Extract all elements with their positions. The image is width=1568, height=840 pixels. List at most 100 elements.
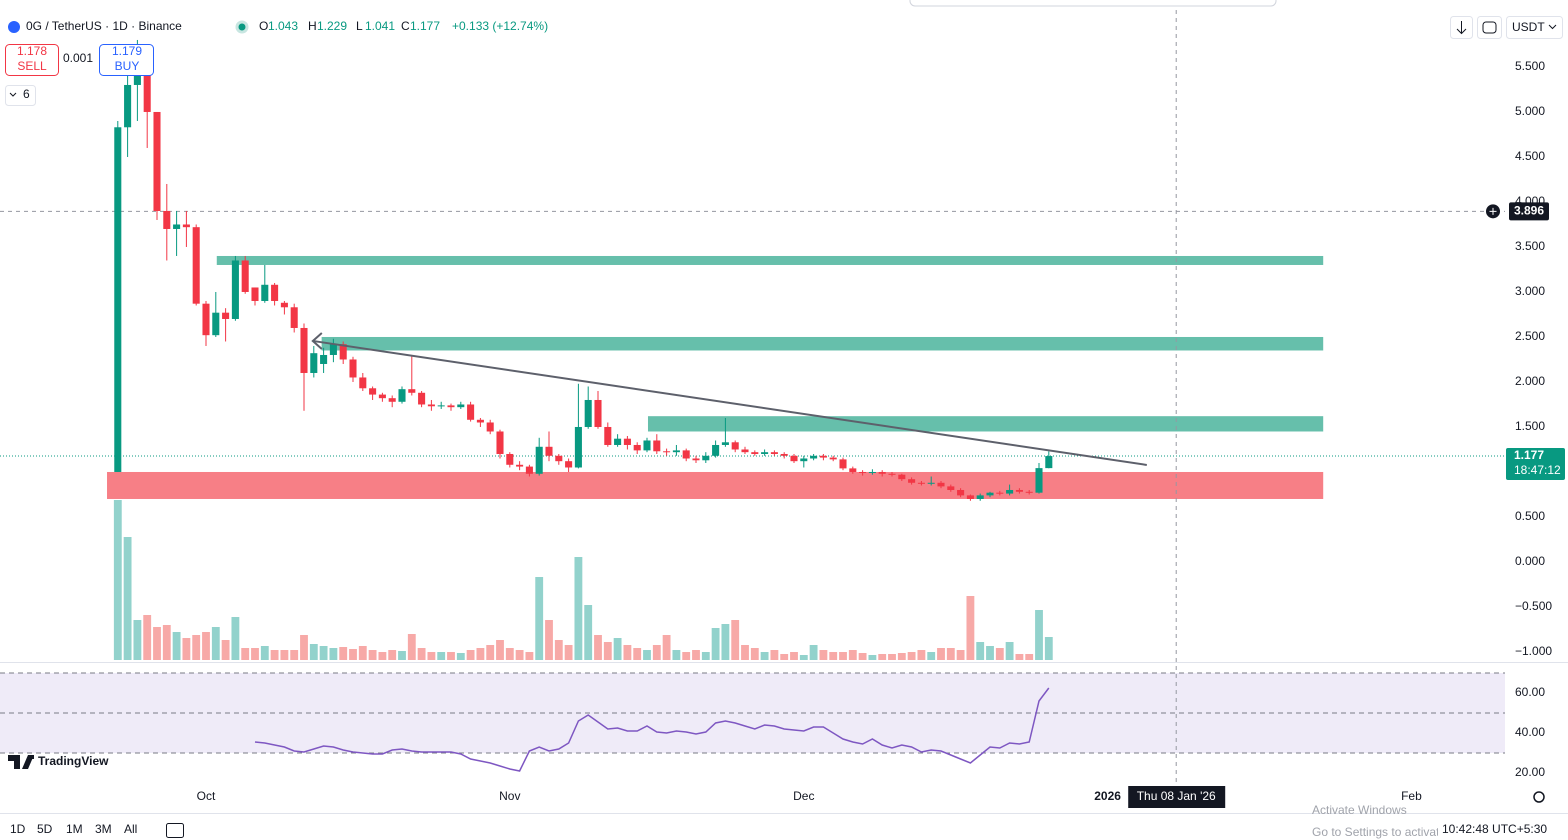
volume-bar — [329, 648, 338, 660]
volume-bar — [525, 652, 534, 660]
candle-body — [937, 482, 945, 487]
x-tick-label: Dec — [793, 789, 814, 803]
currency-button[interactable] — [1506, 16, 1563, 39]
symbol-title: 0G / TetherUS · 1D · Binance — [26, 19, 182, 33]
candle-body — [565, 461, 573, 468]
candle-body — [427, 404, 435, 407]
candle-body — [682, 450, 690, 459]
volume-bar — [505, 648, 514, 660]
candle-body — [731, 442, 739, 450]
trendline-arrowhead — [311, 332, 323, 350]
candle-body — [741, 449, 749, 453]
chevron-icon — [1548, 24, 1557, 30]
candle-body — [702, 455, 710, 461]
buy-button[interactable] — [99, 44, 154, 76]
plus-icon — [1489, 207, 1497, 215]
volume-bar — [692, 650, 700, 660]
volume-bar — [476, 648, 485, 660]
volume-bar — [927, 652, 936, 660]
zone — [216, 255, 1324, 265]
candle-body — [153, 111, 161, 211]
volume-bar — [349, 649, 357, 660]
candle-body — [957, 489, 965, 496]
candle-body — [1006, 489, 1014, 494]
volume-bar — [1005, 642, 1014, 660]
volume-bar — [946, 648, 955, 660]
volume-bar — [652, 645, 661, 660]
volume-bar — [515, 650, 524, 660]
currency-label: USDT — [1512, 20, 1545, 34]
candle-body — [898, 474, 906, 480]
market-status — [235, 20, 249, 34]
settings-icon[interactable] — [1533, 791, 1545, 803]
volume-bar — [437, 652, 446, 660]
sell-label: SELL — [17, 59, 47, 73]
candle-body — [457, 404, 465, 408]
candle-body — [212, 312, 220, 336]
volume-bar — [966, 596, 975, 660]
candle-body — [653, 440, 661, 452]
candle-body — [182, 224, 190, 228]
range-button[interactable]: 1M — [66, 822, 83, 836]
sell-button[interactable] — [5, 44, 59, 76]
candle-body — [623, 438, 631, 445]
price-scale — [1505, 10, 1568, 785]
volume-bar — [799, 655, 808, 660]
volume-bar — [231, 617, 240, 660]
volume-bar — [760, 652, 769, 660]
candle-body — [506, 453, 514, 465]
rsi-tick-label: 20.00 — [1515, 765, 1545, 779]
candle-body — [986, 492, 994, 496]
candle-body — [467, 404, 475, 420]
volume-bar — [750, 648, 759, 660]
candle-body — [633, 444, 641, 451]
indicators-toggle[interactable] — [5, 85, 36, 106]
volume-bar — [839, 652, 847, 660]
volume-bar — [554, 640, 563, 660]
volume-bar — [153, 627, 161, 660]
range-button[interactable]: 1D — [10, 822, 26, 836]
candle-body — [721, 442, 729, 445]
volume-bar — [995, 648, 1004, 660]
volume-bar — [770, 650, 779, 660]
candle-body — [1015, 489, 1023, 492]
candle-body — [849, 468, 857, 472]
candle-body — [751, 452, 759, 454]
chevron-icon — [9, 92, 17, 97]
candle-body — [996, 492, 1004, 494]
y-tick-label: 3.500 — [1515, 239, 1545, 253]
candle-body — [663, 451, 671, 453]
reset-button[interactable] — [1477, 16, 1502, 39]
volume-bar — [858, 653, 867, 660]
candle-body — [369, 388, 377, 395]
rsi-tick-label: 40.00 — [1515, 725, 1545, 739]
sell-price: 1.178 — [17, 44, 47, 58]
candle-body — [486, 422, 494, 432]
volume-bar — [172, 632, 181, 660]
crosshair-date-tag — [1128, 786, 1226, 808]
candle-body — [496, 431, 504, 454]
volume-bar — [398, 651, 406, 660]
volume-bar — [956, 650, 965, 660]
candle-body — [819, 455, 827, 458]
reset-icon — [1482, 21, 1497, 34]
volume-bar — [868, 655, 877, 660]
candle-body — [574, 426, 582, 468]
volume-bar — [829, 652, 838, 660]
y-tick-label: 0.000 — [1515, 554, 1545, 568]
candle-body — [859, 471, 867, 473]
volume-bar — [192, 635, 201, 660]
volume-bar — [427, 652, 436, 660]
volume-bar — [466, 650, 475, 660]
candle-body — [976, 495, 984, 499]
volume-bar — [594, 635, 602, 660]
volume-bar — [633, 648, 642, 660]
range-button[interactable]: All — [124, 822, 137, 836]
candle-body — [143, 53, 151, 112]
calendar-icon[interactable] — [166, 823, 184, 838]
range-button[interactable]: 5D — [37, 822, 53, 836]
candle-body — [535, 446, 543, 474]
volume-bar — [545, 620, 553, 660]
range-button[interactable]: 3M — [95, 822, 112, 836]
